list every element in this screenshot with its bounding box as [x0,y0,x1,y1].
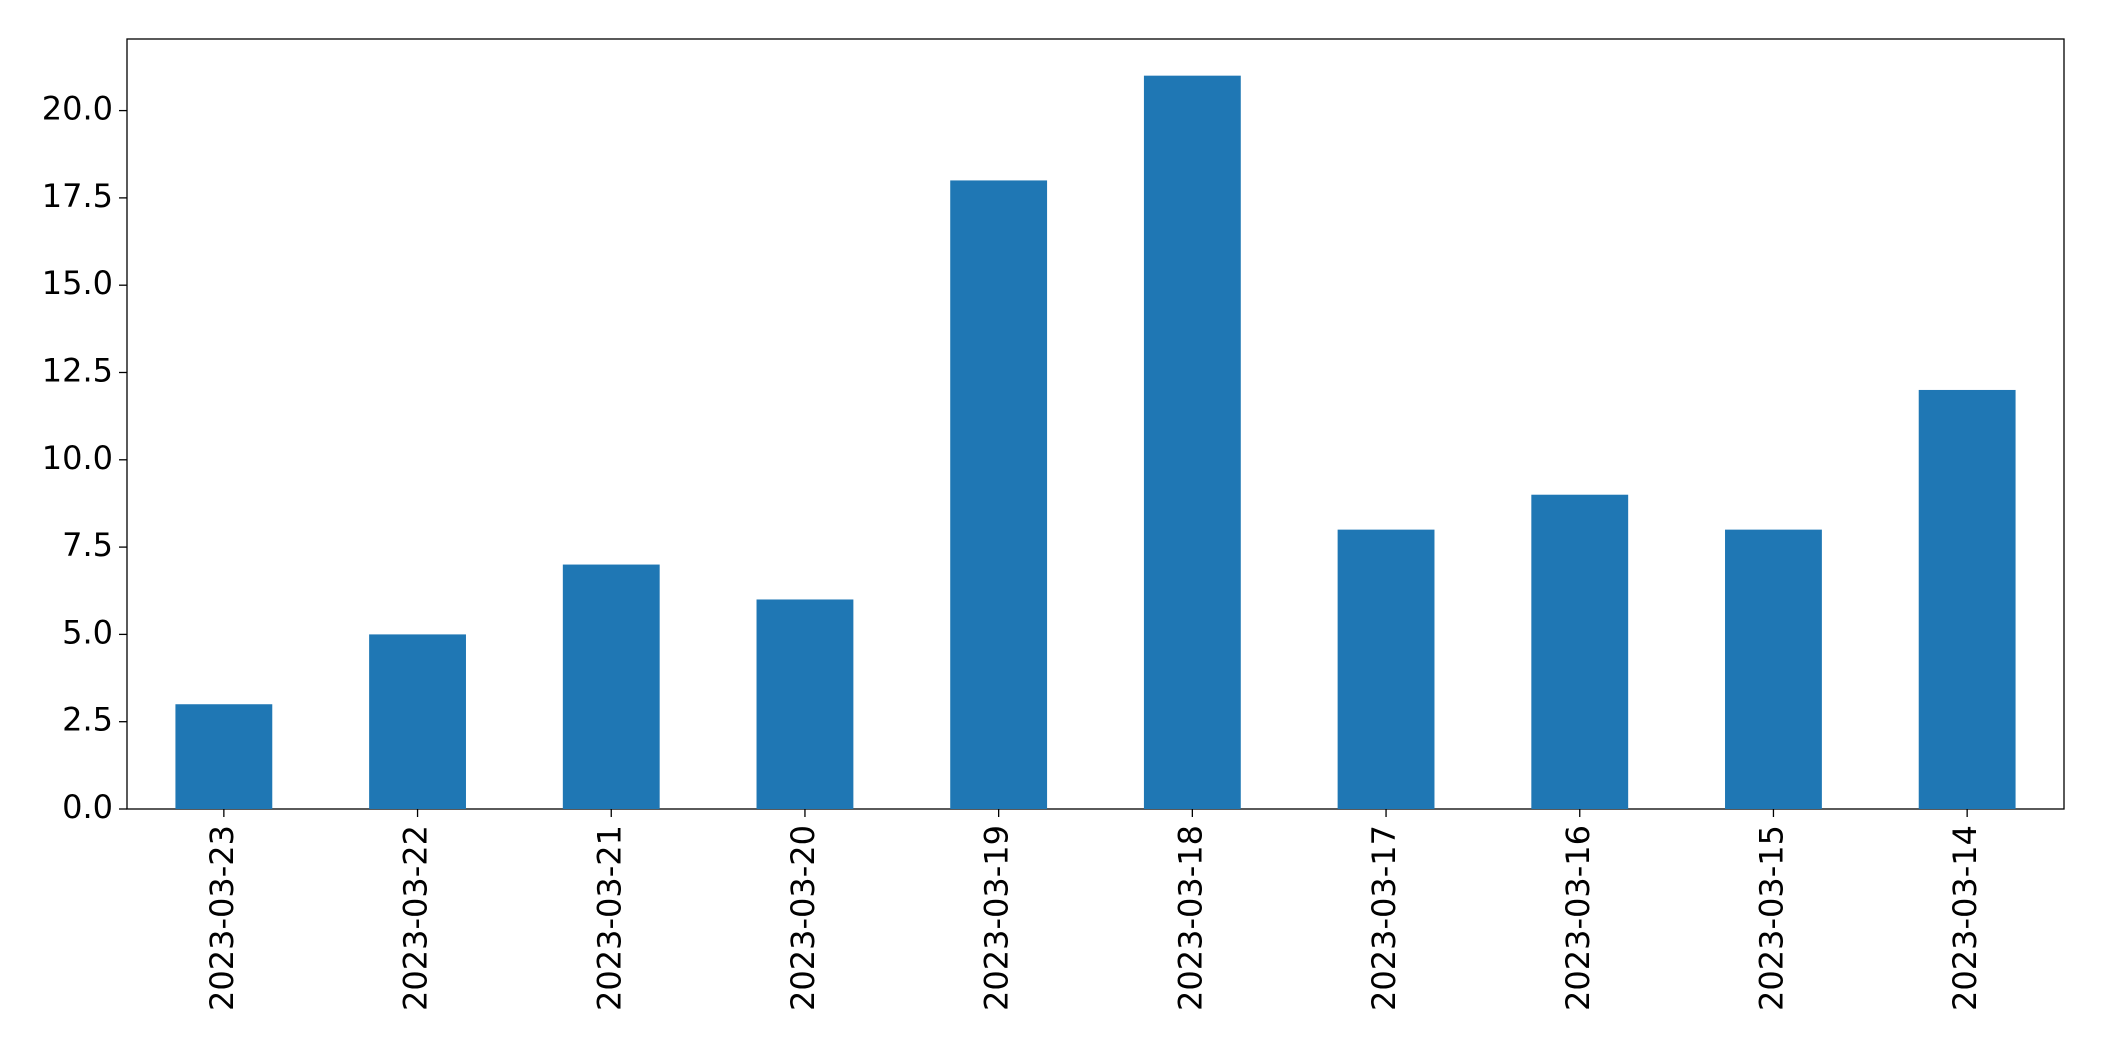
y-tick-label: 2.5 [62,701,113,739]
x-tick-label: 2023-03-17 [1365,825,1403,1011]
x-tick-label: 2023-03-16 [1559,825,1597,1011]
y-tick-label: 5.0 [62,613,113,651]
y-tick-label: 0.0 [62,788,113,826]
x-tick-label: 2023-03-18 [1171,825,1209,1011]
x-tick-label: 2023-03-23 [203,825,241,1011]
bar [1725,529,1822,809]
x-tick-label: 2023-03-20 [784,825,822,1011]
bar [369,634,466,809]
y-tick-label: 7.5 [62,526,113,564]
x-tick-label: 2023-03-21 [590,825,628,1011]
bar [562,564,660,809]
y-tick-label: 12.5 [42,351,113,389]
bar [1531,494,1629,809]
axes-frame [126,38,2065,810]
y-tick-label: 15.0 [42,264,113,302]
bar [175,704,273,809]
x-tick-label: 2023-03-22 [397,825,435,1011]
x-tick-label: 2023-03-15 [1752,825,1790,1011]
x-tick-label: 2023-03-14 [1946,825,1984,1011]
bar [1337,529,1435,809]
bar [1143,75,1241,809]
bar [950,180,1048,809]
bar [1918,389,2016,809]
y-tick-label: 20.0 [42,90,113,128]
y-tick-label: 17.5 [42,177,113,215]
y-tick-label: 10.0 [42,439,113,477]
bar [756,599,854,809]
x-tick-label: 2023-03-19 [978,825,1016,1011]
